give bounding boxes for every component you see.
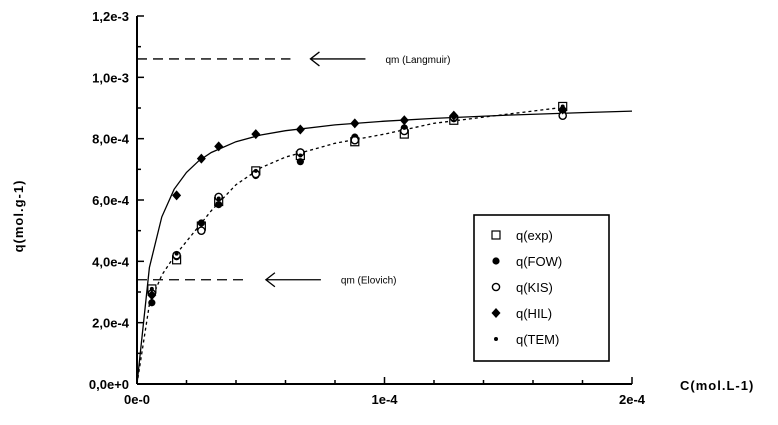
point-qkis (197, 226, 206, 235)
point-qtem (199, 222, 204, 227)
point-qhil (251, 129, 261, 140)
legend-label: q(KIS) (516, 280, 553, 295)
legend-marker (491, 282, 501, 292)
point-qhil (558, 104, 568, 115)
point-qtem (560, 104, 565, 109)
arrow-head-icon (264, 272, 276, 288)
point-qkis (350, 135, 360, 145)
legend-label: q(TEM) (516, 332, 559, 347)
point-qtem (253, 168, 258, 173)
legend-marker (491, 230, 501, 240)
y-tick-label: 1,2e-3 (92, 9, 129, 24)
arrow-head-icon (309, 51, 320, 67)
reference-label: qm (Elovich) (341, 276, 397, 287)
legend-marker (492, 257, 500, 265)
y-tick-label: 0,0e+0 (89, 377, 129, 392)
legend-marker (491, 308, 501, 318)
y-axis-label: q(mol.g-1) (11, 180, 26, 253)
y-tick-label: 1,0e-3 (92, 70, 129, 85)
point-qhil (196, 153, 206, 164)
point-qhil (172, 190, 182, 201)
point-qtem (352, 133, 357, 138)
point-qtem (149, 286, 154, 291)
y-tick-label: 2,0e-4 (92, 316, 130, 331)
reference-label: qm (Langmuir) (385, 55, 450, 66)
data-points (147, 101, 568, 307)
reference-lines: qm (Langmuir) qm (Elovich) (137, 51, 450, 288)
x-tick-label: 1e-4 (371, 392, 398, 407)
legend-label: q(FOW) (516, 254, 562, 269)
axes: 0,0e+0 2,0e-4 4,0e-4 6,0e-4 8,0e-4 1,0e-3 1,2e… (89, 9, 646, 407)
x-tick-label: 0e-0 (124, 392, 150, 407)
point-qfow (215, 201, 223, 209)
fitted-curve-dashed (136, 107, 558, 385)
legend-label: q(HIL) (516, 306, 552, 321)
point-qhil (399, 115, 409, 126)
x-axis-label: C(mol.L-1) (680, 378, 754, 393)
y-tick-label: 4,0e-4 (92, 254, 130, 269)
y-tick-label: 8,0e-4 (92, 132, 130, 147)
point-qhil (295, 124, 305, 135)
point-qtem (451, 112, 456, 117)
legend: q(exp) q(FOW) q(KIS) q(HIL) q(TEM) (473, 214, 610, 362)
legend-marker (494, 337, 498, 341)
point-qhil (214, 141, 224, 152)
point-qtem (216, 196, 221, 201)
y-tick-label: 6,0e-4 (92, 193, 130, 208)
fitted-curves (136, 107, 633, 385)
point-qhil (350, 118, 360, 129)
point-qfow (148, 299, 156, 307)
point-qhil (147, 290, 157, 301)
point-qtem (174, 251, 179, 256)
legend-label: q(exp) (516, 228, 553, 243)
point-qfow (296, 158, 304, 166)
point-qtem (402, 125, 407, 130)
point-qtem (298, 153, 303, 158)
x-tick-label: 2e-4 (619, 392, 646, 407)
fitted-curve-solid (136, 110, 633, 385)
